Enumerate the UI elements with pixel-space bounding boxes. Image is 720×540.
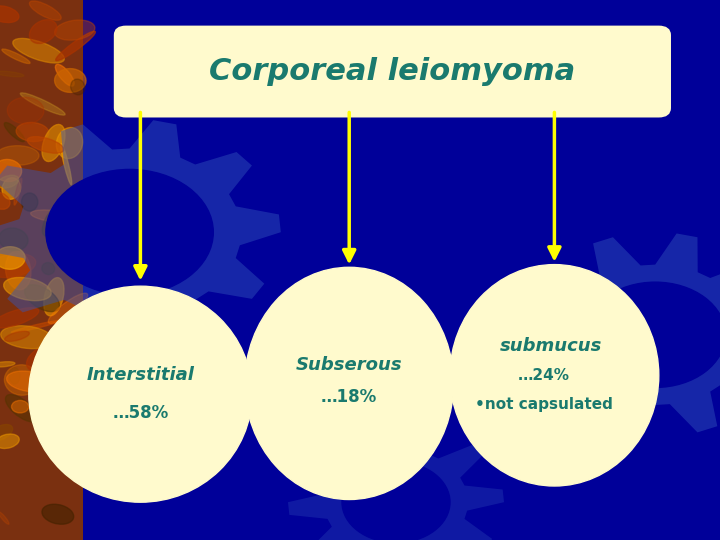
Text: Subserous: Subserous: [296, 355, 402, 374]
Ellipse shape: [48, 293, 88, 323]
Ellipse shape: [6, 371, 50, 392]
Ellipse shape: [1, 326, 53, 349]
Ellipse shape: [50, 228, 80, 252]
Ellipse shape: [60, 144, 72, 185]
Ellipse shape: [22, 193, 38, 211]
Ellipse shape: [30, 20, 57, 44]
Ellipse shape: [0, 424, 13, 441]
Ellipse shape: [56, 127, 83, 159]
Ellipse shape: [42, 504, 73, 524]
FancyBboxPatch shape: [0, 0, 83, 540]
Ellipse shape: [29, 286, 252, 502]
Polygon shape: [288, 422, 504, 540]
Ellipse shape: [55, 220, 65, 254]
Ellipse shape: [42, 205, 63, 236]
Ellipse shape: [0, 228, 28, 251]
Ellipse shape: [450, 265, 659, 486]
Ellipse shape: [16, 123, 49, 141]
Ellipse shape: [0, 176, 19, 188]
Ellipse shape: [13, 38, 64, 63]
Ellipse shape: [70, 450, 86, 478]
Ellipse shape: [0, 193, 10, 210]
Ellipse shape: [2, 178, 21, 199]
Ellipse shape: [27, 137, 64, 153]
Ellipse shape: [40, 346, 68, 366]
Ellipse shape: [0, 512, 9, 524]
Ellipse shape: [7, 97, 44, 124]
Ellipse shape: [71, 79, 85, 95]
Ellipse shape: [43, 332, 72, 350]
Polygon shape: [518, 233, 720, 436]
Ellipse shape: [44, 278, 64, 316]
Ellipse shape: [42, 124, 65, 161]
Ellipse shape: [2, 49, 30, 64]
Ellipse shape: [24, 285, 60, 312]
Ellipse shape: [4, 331, 30, 341]
Ellipse shape: [4, 278, 51, 301]
Ellipse shape: [0, 434, 19, 449]
Ellipse shape: [6, 251, 31, 290]
Ellipse shape: [9, 367, 19, 384]
Polygon shape: [0, 120, 281, 344]
Ellipse shape: [4, 123, 24, 141]
Ellipse shape: [4, 365, 40, 395]
Text: Interstitial: Interstitial: [86, 366, 194, 384]
Ellipse shape: [14, 178, 22, 205]
Ellipse shape: [0, 308, 39, 328]
Ellipse shape: [46, 170, 213, 295]
Ellipse shape: [0, 71, 24, 77]
Ellipse shape: [55, 69, 86, 92]
Text: Corporeal leiomyoma: Corporeal leiomyoma: [210, 57, 575, 86]
Ellipse shape: [12, 321, 60, 333]
Ellipse shape: [55, 20, 95, 40]
Ellipse shape: [12, 401, 29, 413]
Text: …24%: …24%: [518, 368, 570, 383]
Ellipse shape: [27, 341, 73, 372]
Ellipse shape: [0, 362, 15, 367]
Text: …58%: …58%: [112, 404, 168, 422]
Ellipse shape: [0, 254, 36, 278]
Ellipse shape: [585, 282, 720, 388]
Ellipse shape: [30, 1, 61, 21]
Text: submucus: submucus: [500, 336, 602, 355]
Ellipse shape: [36, 364, 78, 383]
Ellipse shape: [245, 267, 454, 500]
Ellipse shape: [0, 247, 25, 269]
Ellipse shape: [342, 462, 450, 540]
Text: …18%: …18%: [321, 388, 377, 406]
Ellipse shape: [42, 262, 55, 274]
Ellipse shape: [0, 146, 39, 165]
Ellipse shape: [0, 6, 19, 23]
Ellipse shape: [48, 355, 84, 380]
Ellipse shape: [0, 159, 22, 181]
Ellipse shape: [6, 395, 37, 422]
Ellipse shape: [20, 93, 65, 115]
FancyBboxPatch shape: [115, 27, 670, 116]
Text: •not capsulated: •not capsulated: [474, 397, 613, 413]
Ellipse shape: [34, 362, 66, 399]
Ellipse shape: [55, 31, 96, 60]
Ellipse shape: [31, 210, 86, 224]
Ellipse shape: [55, 64, 74, 86]
